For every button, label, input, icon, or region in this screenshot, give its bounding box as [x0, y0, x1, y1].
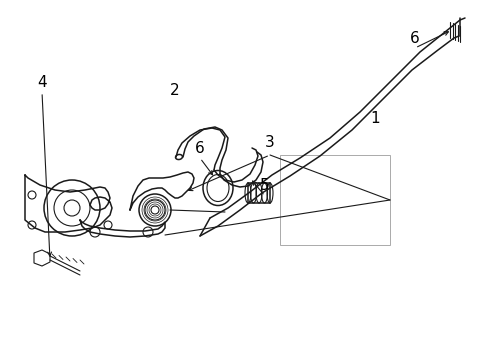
Text: 6: 6: [195, 140, 204, 156]
Text: 3: 3: [264, 135, 274, 149]
Text: 4: 4: [37, 75, 47, 90]
Text: 1: 1: [369, 111, 379, 126]
Text: 5: 5: [260, 177, 269, 193]
Text: 6: 6: [409, 31, 419, 45]
Text: 2: 2: [170, 82, 180, 98]
